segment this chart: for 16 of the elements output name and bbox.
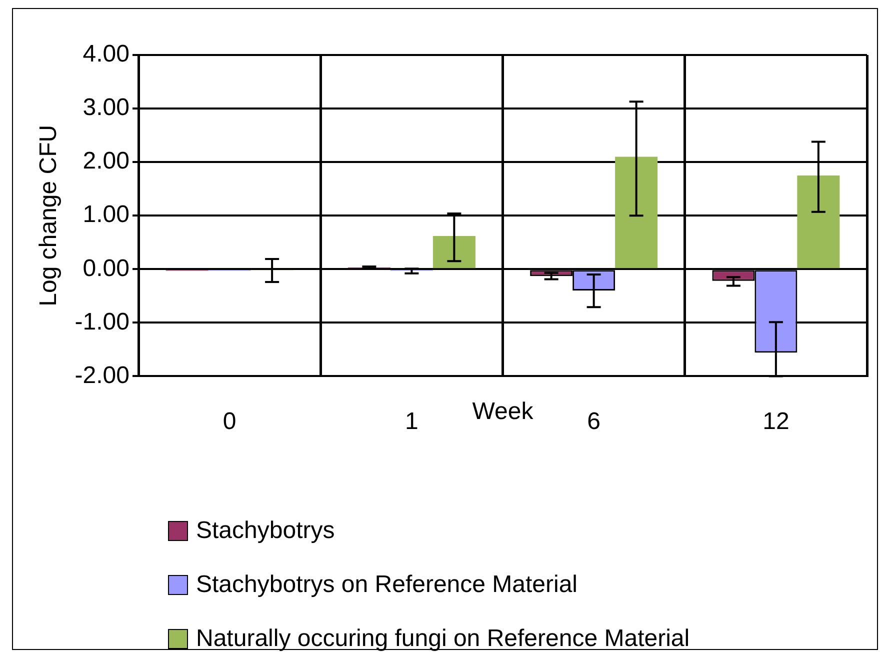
y-tick-label: 1.00 [82, 201, 130, 228]
legend-label: Stachybotrys [196, 517, 335, 545]
legend-label: Naturally occuring fungi on Reference Material [196, 625, 690, 652]
y-tick-label: 2.00 [82, 148, 130, 175]
y-axis-title: Log change CFU [35, 124, 62, 306]
y-tick-label: 3.00 [82, 94, 130, 122]
x-tick-label: 12 [762, 408, 790, 436]
y-tick-label: -1.00 [74, 308, 130, 336]
x-tick-label: 0 [222, 408, 236, 436]
x-axis-title: Week [472, 398, 534, 425]
x-tick-label: 1 [405, 408, 418, 436]
y-tick-label: 4.00 [82, 40, 130, 68]
y-tick-label: -2.00 [74, 362, 130, 389]
y-tick-label: 0.00 [82, 254, 130, 282]
x-tick-label: 6 [587, 408, 600, 436]
legend-label: Stachybotrys on Reference Material [196, 571, 578, 599]
